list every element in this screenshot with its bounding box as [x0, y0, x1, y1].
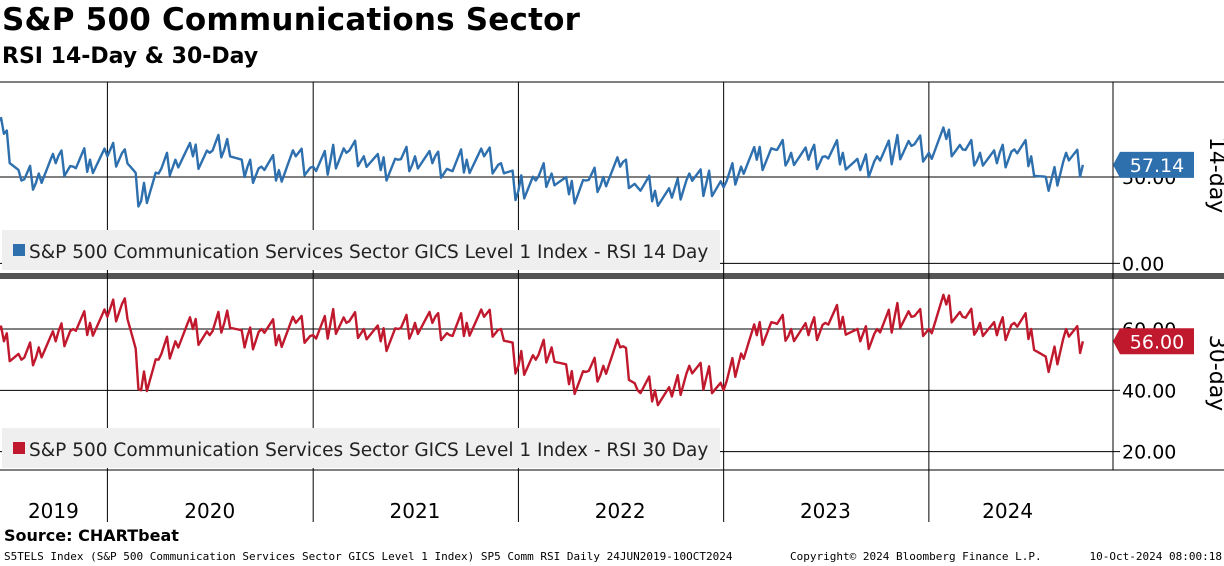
footer-copyright: Copyright© 2024 Bloomberg Finance L.P. — [790, 550, 1042, 563]
panel-separator — [0, 273, 1224, 279]
y-tick-label: 0.00 — [1122, 253, 1164, 275]
last-value-label: 57.14 — [1130, 155, 1184, 177]
chart-subtitle: RSI 14-Day & 30-Day — [2, 44, 259, 69]
panel-side-label: 14-day — [1204, 137, 1224, 213]
legend-label: S&P 500 Communication Services Sector GI… — [29, 440, 708, 461]
last-value-tag — [1113, 151, 1194, 178]
legend-label: S&P 500 Communication Services Sector GI… — [29, 242, 708, 263]
last-value-label: 56.00 — [1130, 331, 1184, 353]
chart-title: S&P 500 Communications Sector — [2, 2, 581, 38]
year-label-2019: 2019 — [28, 499, 79, 523]
source-label: Source: CHARTbeat — [4, 526, 179, 545]
legend-box — [2, 428, 720, 468]
footer-timestamp: 10-Oct-2024 08:00:18 — [1089, 550, 1222, 563]
panel-side-label: 30-day — [1204, 335, 1224, 411]
legend-swatch — [13, 244, 25, 256]
series-line-rsi30 — [0, 293, 1085, 407]
year-label-2024: 2024 — [982, 499, 1033, 523]
footer-description: S5TELS Index (S&P 500 Communication Serv… — [4, 550, 733, 563]
legend-box — [2, 230, 720, 270]
legend-swatch — [13, 442, 25, 454]
last-value-tag — [1113, 328, 1194, 355]
y-tick-label: 20.00 — [1122, 442, 1176, 464]
year-label-2022: 2022 — [595, 499, 646, 523]
year-label-2023: 2023 — [800, 499, 851, 523]
year-label-2020: 2020 — [184, 499, 235, 523]
y-tick-label: 40.00 — [1122, 380, 1176, 402]
series-line-rsi14 — [0, 116, 1085, 208]
year-label-2021: 2021 — [390, 499, 441, 523]
